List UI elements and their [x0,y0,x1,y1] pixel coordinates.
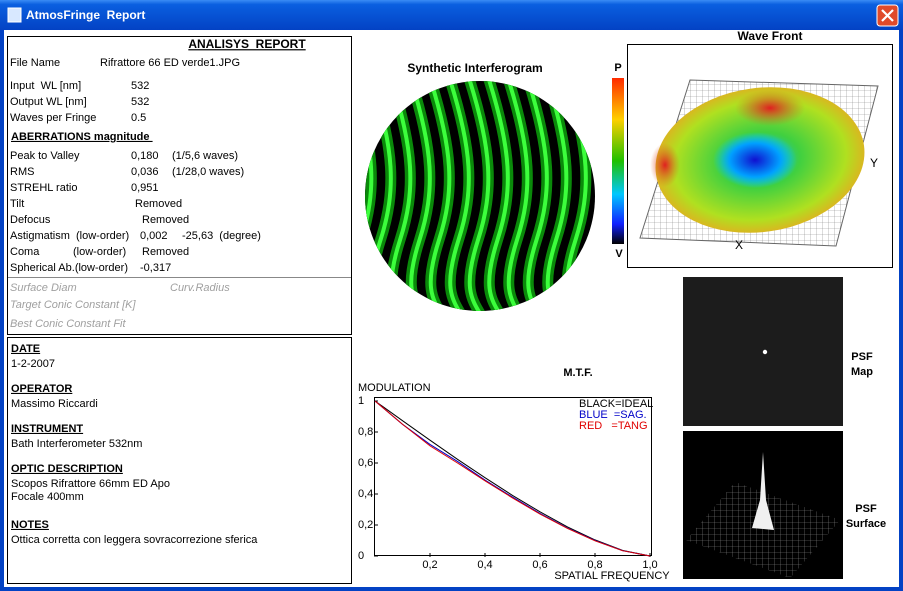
field-label: RMS [10,166,34,178]
chart-title: M.T.F. [563,367,592,379]
field-value: 532 [131,96,149,108]
info-text: 1-2-2007 [11,358,55,370]
x-tick-label: 0,8 [587,559,602,571]
field-value: 0,036 [131,166,159,178]
app-icon [7,7,22,23]
field-label: Tilt [10,198,24,210]
field-value: Removed [142,214,189,226]
psf-surface-label: PSF [855,503,877,515]
psf-map-label: PSF [851,351,873,363]
fringe-core [466,81,491,311]
wavefront-peak [650,143,680,187]
y-tick-label: 0,2 [358,519,373,531]
valley-label: V [615,248,623,260]
y-tick-label: 0,6 [358,457,373,469]
info-text: Focale 400mm [11,491,84,503]
info-heading: NOTES [11,519,49,531]
legend-entry: BLACK=IDEAL [579,398,653,410]
field-value: -0,317 [140,262,171,274]
psf-spike [752,452,774,530]
x-tick-label: 0,2 [422,559,437,571]
field-value: Removed [142,246,189,258]
mtf-line [374,400,651,557]
info-panel [7,337,352,584]
fringe-core [485,81,510,311]
title-bar [0,0,903,30]
x-tick-label: 0,4 [477,559,492,571]
info-heading: OPTIC DESCRIPTION [11,463,123,475]
info-heading: OPERATOR [11,383,72,395]
section-heading: ABERRATIONS magnitude [11,131,153,143]
info-heading: DATE [11,343,40,355]
field-value: 0,180 [131,150,159,162]
info-text: Bath Interferometer 532nm [11,438,142,450]
psf-map-label: Map [851,366,873,378]
info-text: Ottica corretta con leggera sovracorrezi… [11,534,258,546]
field-label: Spherical Ab.(low-order) [10,262,128,274]
fringe-core [427,81,452,311]
y-tick-label: 0 [358,550,364,562]
plot-frame [374,397,652,556]
interferogram-title: Synthetic Interferogram [407,61,542,75]
field-value: (1/5,6 waves) [172,150,238,162]
field-value: Rifrattore 66 ED verde1.JPG [100,57,240,69]
field-value: 0,951 [131,182,159,194]
x-tick-label: 1,0 [642,559,657,571]
info-text: Massimo Riccardi [11,398,98,410]
legend-entry: BLUE =SAG. [579,409,647,421]
psf-surface-label: Surface [846,518,886,530]
field-value: (1/28,0 waves) [172,166,244,178]
fringe-core [446,81,471,311]
field-value: 532 [131,80,149,92]
y-axis-title: MODULATION [358,382,431,394]
field-label: Coma [10,246,40,258]
window-title: AtmosFringe Report [26,8,145,22]
fringe-core [505,81,530,311]
close-icon [881,9,894,22]
surface-label: Curv.Radius [170,282,230,294]
surface-label: Surface Diam [10,282,77,294]
y-tick-label: 1 [358,395,364,407]
field-label: Output WL [nm] [10,96,87,108]
report-heading: ANALISYS REPORT [188,37,306,51]
field-value: -25,63 (degree) [182,230,261,242]
wavefront-title: Wave Front [738,29,803,43]
surface-label: Target Conic Constant [K] [10,299,136,311]
psf-surface-grid [686,482,840,578]
y-axis-label: Y [870,156,878,170]
field-label: Astigmatism (low-order) [10,230,129,242]
info-heading: INSTRUMENT [11,423,83,435]
field-label: STREHL ratio [10,182,77,194]
legend-entry: RED =TANG [579,420,648,432]
y-tick-label: 0,4 [358,488,373,500]
wavefront-valley [713,132,797,188]
field-value: (low-order) [73,246,126,258]
field-value: 0.5 [131,112,146,124]
field-label: File Name [10,57,60,69]
psf-spot [762,349,768,355]
color-bar [612,78,624,244]
y-tick-label: 0,8 [358,426,373,438]
field-label: Peak to Valley [10,150,80,162]
wavefront-peak [735,90,805,126]
field-label: Waves per Fringe [10,112,96,124]
x-axis-title: SPATIAL FREQUENCY [554,570,670,582]
field-value: 0,002 [140,230,168,242]
x-axis-label: X [735,238,743,252]
x-tick-label: 0,6 [532,559,547,571]
field-label: Defocus [10,214,51,226]
surface-label: Best Conic Constant Fit [10,318,126,330]
info-text: Scopos Rifrattore 66mm ED Apo [11,478,170,490]
peak-label: P [614,62,621,74]
field-value: Removed [135,198,182,210]
report-panel [7,36,352,335]
field-label: Input WL [nm] [10,80,81,92]
